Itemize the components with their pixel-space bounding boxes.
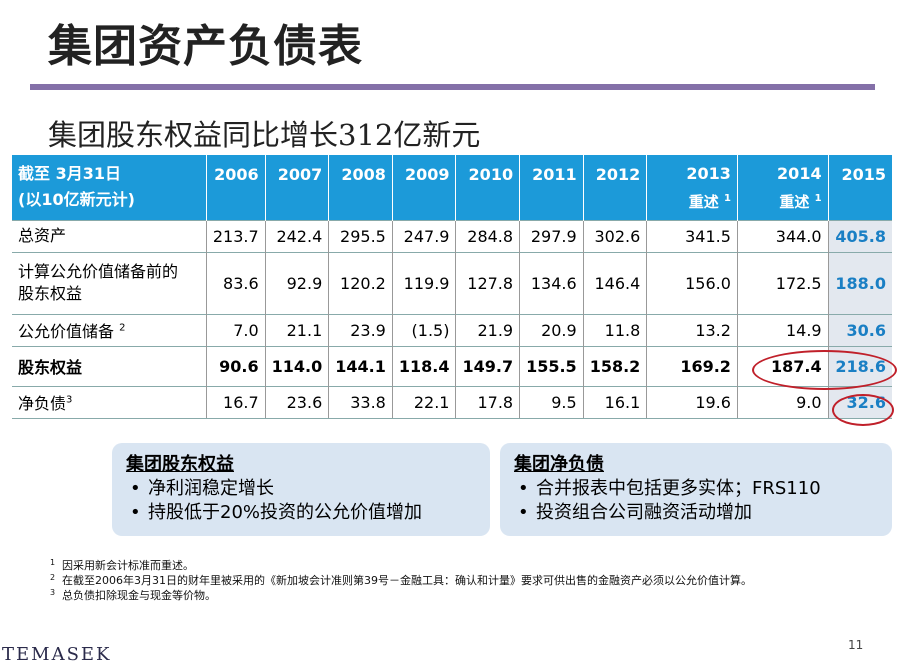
list-item: 净利润稳定增长 (126, 477, 476, 501)
table-cell-2015: 32.6 (828, 385, 892, 419)
table-cell: 169.2 (646, 345, 738, 386)
table-cell: 16.7 (206, 385, 266, 419)
table-cell: 33.8 (328, 385, 393, 419)
table-cell: 23.6 (265, 385, 330, 419)
table-header-row: 截至 3月31日 (以10亿新元计) 2006 2007 2008 2009 2… (12, 155, 892, 220)
footnote: 3 总负债扣除现金与现金等价物。 (50, 588, 216, 602)
table-cell: 14.9 (737, 313, 829, 346)
table-cell: 295.5 (328, 219, 393, 252)
footnotes: 1 因采用新会计标准而重述。 2 在截至2006年3月31日的财年里被采用的《新加坡… (50, 558, 870, 603)
header-year: 2007 (265, 155, 330, 220)
table-cell: 7.0 (206, 313, 266, 346)
table-cell: 146.4 (583, 251, 648, 314)
table-cell: 172.5 (737, 251, 829, 314)
row-label: 净负债3 (12, 385, 207, 419)
table-cell: 119.9 (392, 251, 457, 314)
header-year: 2009 (392, 155, 457, 220)
table-cell: 9.5 (519, 385, 584, 419)
row-label: 股东权益 (12, 345, 207, 386)
page-number: 11 (848, 638, 864, 652)
restated-label: 重述 (779, 192, 810, 211)
title-divider (30, 84, 875, 90)
table-cell: 13.2 (646, 313, 738, 346)
table-cell: 16.1 (583, 385, 648, 419)
table-row-fair-value-reserve: 公允价值储备 2 7.0 21.1 23.9 (1.5) 21.9 20.9 1… (12, 313, 892, 346)
table-cell: 144.1 (328, 345, 393, 386)
page-subtitle: 集团股东权益同比增长312亿新元 (48, 118, 481, 152)
table-cell: 242.4 (265, 219, 330, 252)
header-label: 截至 3月31日 (以10亿新元计) (12, 155, 207, 220)
footnote-ref: 3 (66, 394, 73, 406)
header-year-2015: 2015 (828, 155, 892, 220)
footnote-ref: 1 (723, 192, 731, 204)
table-cell: 297.9 (519, 219, 584, 252)
table-cell: 11.8 (583, 313, 648, 346)
header-year: 2014 重述 1 (737, 155, 829, 220)
table-cell-2015: 188.0 (828, 251, 892, 314)
table-cell: 23.9 (328, 313, 393, 346)
box-title: 集团股东权益 (126, 454, 234, 475)
row-label: 总资产 (12, 219, 207, 252)
balance-sheet-table: 截至 3月31日 (以10亿新元计) 2006 2007 2008 2009 2… (12, 155, 892, 419)
header-year: 2013 重述 1 (646, 155, 738, 220)
table-cell: 19.6 (646, 385, 738, 419)
table-cell: 149.7 (455, 345, 521, 386)
table-cell: (1.5) (392, 313, 457, 346)
table-cell: 114.0 (265, 345, 330, 386)
footnote: 1 因采用新会计标准而重述。 (50, 558, 194, 572)
header-year: 2008 (328, 155, 393, 220)
restated-label: 重述 (688, 192, 719, 211)
page-title: 集团资产负债表 (48, 21, 363, 72)
header-year: 2010 (455, 155, 521, 220)
table-row-equity-before-fv: 计算公允价值储备前的 股东权益 83.6 92.9 120.2 119.9 12… (12, 251, 892, 314)
table-cell: 213.7 (206, 219, 266, 252)
table-cell: 22.1 (392, 385, 457, 419)
list-item: 合并报表中包括更多实体；FRS110 (514, 477, 878, 501)
table-cell: 92.9 (265, 251, 330, 314)
header-label-unit: (以10亿新元计) (18, 190, 135, 210)
temasek-logo: TEMASEK (2, 644, 112, 665)
footnote-ref: 1 (814, 192, 822, 204)
table-cell: 9.0 (737, 385, 829, 419)
table-row-shareholder-equity: 股东权益 90.6 114.0 144.1 118.4 149.7 155.5 … (12, 345, 892, 386)
table-cell: 21.1 (265, 313, 330, 346)
equity-summary-box: 集团股东权益 净利润稳定增长 持股低于20%投资的公允价值增加 (112, 443, 490, 536)
net-debt-summary-box: 集团净负债 合并报表中包括更多实体；FRS110 投资组合公司融资活动增加 (500, 443, 892, 536)
list-item: 持股低于20%投资的公允价值增加 (126, 501, 476, 525)
table-cell: 134.6 (519, 251, 584, 314)
header-year: 2006 (206, 155, 266, 220)
table-cell: 83.6 (206, 251, 266, 314)
table-cell: 187.4 (737, 345, 829, 386)
table-cell: 17.8 (455, 385, 521, 419)
header-label-date: 截至 3月31日 (18, 164, 121, 184)
table-cell: 20.9 (519, 313, 584, 346)
header-year: 2012 (583, 155, 648, 220)
table-cell: 118.4 (392, 345, 457, 386)
row-label: 计算公允价值储备前的 股东权益 (12, 251, 207, 314)
table-cell: 127.8 (455, 251, 521, 314)
table-cell-2015: 30.6 (828, 313, 892, 346)
table-cell: 21.9 (455, 313, 521, 346)
table-cell: 158.2 (583, 345, 648, 386)
table-cell: 247.9 (392, 219, 457, 252)
table-cell: 344.0 (737, 219, 829, 252)
table-cell-2015: 405.8 (828, 219, 892, 252)
table-cell: 156.0 (646, 251, 738, 314)
row-label: 公允价值储备 2 (12, 313, 207, 346)
table-cell: 302.6 (583, 219, 648, 252)
table-cell: 284.8 (455, 219, 521, 252)
list-item: 投资组合公司融资活动增加 (514, 501, 878, 525)
table-cell: 341.5 (646, 219, 738, 252)
header-year: 2011 (519, 155, 584, 220)
table-row-net-debt: 净负债3 16.7 23.6 33.8 22.1 17.8 9.5 16.1 1… (12, 385, 892, 419)
box-title: 集团净负债 (514, 454, 604, 475)
footnote-ref: 2 (119, 322, 126, 334)
table-row-total-assets: 总资产 213.7 242.4 295.5 247.9 284.8 297.9 … (12, 219, 892, 252)
table-cell-2015: 218.6 (828, 345, 892, 386)
table-cell: 155.5 (519, 345, 584, 386)
footnote: 2 在截至2006年3月31日的财年里被采用的《新加坡会计准则第39号－金融工具：… (50, 573, 752, 587)
table-cell: 90.6 (206, 345, 266, 386)
table-cell: 120.2 (328, 251, 393, 314)
